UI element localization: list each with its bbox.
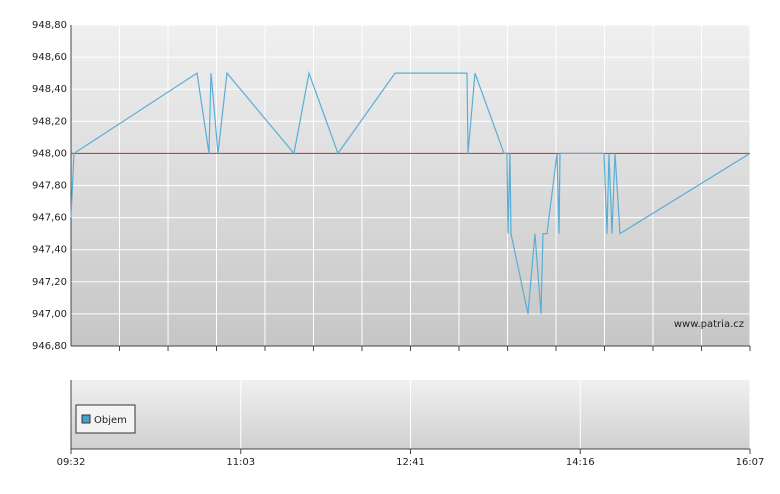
x-tick-label: 11:03 bbox=[226, 457, 255, 468]
line-series bbox=[70, 70, 751, 315]
y-tick-label: 948,40 bbox=[32, 84, 67, 95]
y-tick-label: 948,00 bbox=[32, 148, 67, 159]
x-tick-label: 12:41 bbox=[396, 457, 425, 468]
legend-swatch bbox=[81, 414, 91, 424]
legend-label: Objem bbox=[94, 415, 127, 426]
y-tick-label: 948,20 bbox=[32, 116, 67, 127]
y-tick-label: 948,80 bbox=[32, 20, 67, 31]
y-tick-label: 948,60 bbox=[32, 52, 67, 63]
y-tick-label: 947,00 bbox=[32, 309, 67, 320]
x-tick-label: 14:16 bbox=[566, 457, 595, 468]
y-tick-label: 947,80 bbox=[32, 181, 67, 192]
y-tick-label: 947,40 bbox=[32, 245, 67, 256]
x-tick-label: 16:07 bbox=[736, 457, 765, 468]
y-tick-label: 946,80 bbox=[32, 341, 67, 352]
y-tick-label: 947,60 bbox=[32, 213, 67, 224]
watermark: www.patria.cz bbox=[674, 319, 744, 330]
x-tick-label: 09:32 bbox=[57, 457, 86, 468]
y-tick-label: 947,20 bbox=[32, 277, 67, 288]
